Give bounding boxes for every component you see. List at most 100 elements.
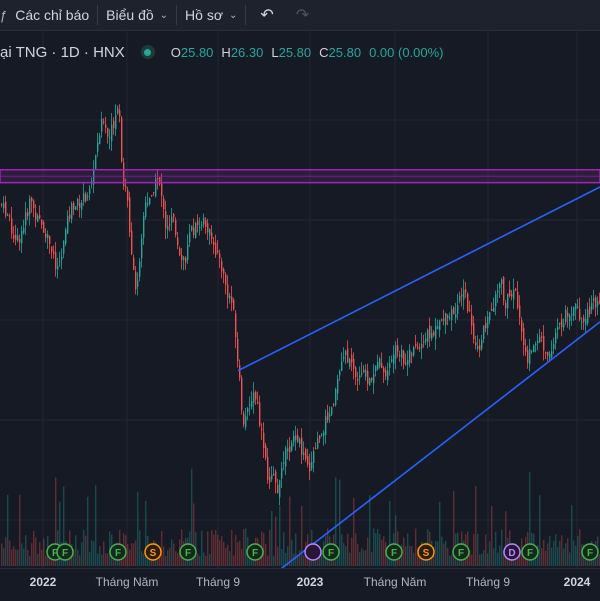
candle-body [379,358,381,367]
market-status-icon[interactable] [140,45,155,59]
candle-body [205,220,207,228]
symbol-title[interactable]: ại TNG · 1D · HNX [0,43,125,61]
candle-body [77,199,79,206]
event-marker[interactable]: D [503,543,521,561]
volume-bar [551,547,553,566]
candle-body [259,402,261,426]
marker-letter: F [62,548,68,559]
candle-body [343,357,345,359]
candle-body [41,219,43,225]
candle-body [527,350,529,363]
event-marker[interactable]: F [581,543,599,561]
volume-bar [541,548,543,566]
drawings[interactable] [0,168,600,579]
candle-body [551,351,553,358]
candle-body [175,220,177,235]
event-marker[interactable]: F [322,543,340,561]
candle-body [141,238,143,259]
fx-icon: ƒ [0,7,8,23]
candle-body [579,308,581,320]
toolbar-edge-icon[interactable]: ƒ [0,0,7,30]
chevron-down-icon: ⌄ [229,9,238,21]
candle-body [537,340,539,344]
volume-bar [269,529,271,566]
volume-bar [447,548,449,566]
candle-body [307,456,309,465]
candle-body [237,338,239,362]
candle-body [217,250,219,253]
volume-bar [5,537,7,566]
event-marker[interactable]: F [521,543,539,561]
candle-body [521,320,523,332]
event-marker[interactable]: S [417,543,435,561]
indicators-button[interactable]: Các chỉ báo [7,0,97,30]
event-marker[interactable]: F [246,543,264,561]
event-marker[interactable]: F [109,543,127,561]
event-marker[interactable]: F [452,543,470,561]
candle-body [287,448,289,452]
marker-letter: S [423,548,430,559]
chart-type-button[interactable]: Biểu đồ ⌄ [98,0,176,30]
volume-bar [271,511,273,566]
volume-bar [101,554,103,566]
candle-body [67,216,69,234]
candle-body [183,257,185,260]
time-axis[interactable]: 2022 Tháng Năm Tháng 9 2023 Tháng Năm Th… [0,568,600,601]
volume-bar [469,550,471,566]
candle-body [407,359,409,365]
profile-button[interactable]: Hồ sơ ⌄ [177,0,245,30]
volume-bar [223,541,225,566]
candle-body [331,407,333,415]
event-marker[interactable]: F [179,543,197,561]
volume-bar [265,544,267,566]
channel-lower-line [269,321,600,579]
candle-body [5,201,7,216]
candle-body [207,223,209,233]
volume-bar [93,541,95,566]
candle-body [51,246,53,252]
undo-icon[interactable]: ↶ [260,7,274,24]
candle-body [261,428,263,430]
event-marker[interactable]: F [385,543,403,561]
candle-body [167,226,169,230]
volume-bar [481,553,483,566]
marker-letter: F [115,548,121,559]
symbol-legend: ại TNG · 1D · HNX O 25.80 H 26.30 L 25.80 C… [0,42,444,62]
volume-bar [211,530,213,566]
candle-body [79,203,81,208]
candle-body [405,362,407,365]
candle-body [277,484,279,494]
candle-body [39,215,41,218]
volume-bar [11,549,13,566]
volume-bar [229,551,231,566]
candle-body [29,198,31,215]
candle-body [257,402,259,404]
candle-body [453,307,455,314]
candle-body [119,110,121,117]
candle-body [431,332,433,339]
candle-body [567,312,569,317]
volume-bar [319,551,321,566]
volume-bar [367,537,369,566]
volume-bar [441,536,443,566]
candle-body [135,271,137,290]
volume-bar [335,477,337,566]
candle-body [95,155,97,169]
event-marker[interactable]: F [56,543,74,561]
volume-bar [107,553,109,566]
volume-bar [365,550,367,566]
volume-bar [201,530,203,566]
candle-body [335,389,337,405]
candle-body [185,257,187,263]
redo-icon[interactable]: ↷ [295,7,310,24]
event-marker-partial [304,543,322,561]
volume-bar [505,511,507,566]
candle-body [535,343,537,345]
candle-body [89,188,91,194]
candle-body [341,361,343,371]
high-value: 26.30 [230,44,264,60]
event-marker[interactable]: S [144,543,162,561]
candle-body [99,135,101,144]
